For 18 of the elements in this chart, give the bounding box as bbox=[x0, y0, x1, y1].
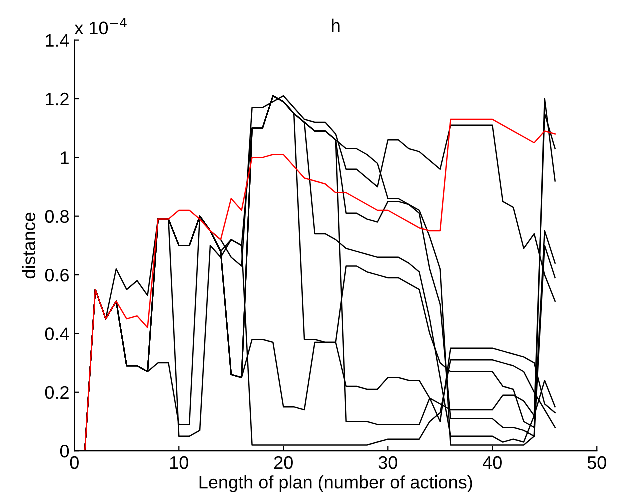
x-axis-title: Length of plan (number of actions) bbox=[200, 476, 472, 492]
chart-title: h bbox=[332, 18, 340, 32]
y-tick-label: 0 bbox=[60, 445, 70, 458]
y-tick-label: 0.6 bbox=[45, 268, 69, 282]
y-tick-label: 0.2 bbox=[45, 386, 69, 400]
y-tick-label: 1 bbox=[61, 152, 69, 164]
y-tick-label: 0.8 bbox=[45, 210, 69, 224]
x-tick-label: 0 bbox=[70, 456, 79, 470]
y-axis-title: distance bbox=[22, 212, 36, 279]
x-tick-label: 10 bbox=[170, 456, 188, 470]
y-tick-label: 1.4 bbox=[46, 34, 70, 47]
y-tick-label: 0.4 bbox=[45, 328, 70, 340]
text: x 10$^{−4}$ bbox=[74, 18, 127, 35]
y-tick-label: 1.2 bbox=[46, 92, 69, 106]
x-tick-label: 20 bbox=[274, 456, 293, 470]
x-tick-label: 40 bbox=[483, 456, 502, 470]
x-tick-label: 30 bbox=[378, 456, 398, 470]
x-tick-label: 50 bbox=[588, 456, 606, 470]
